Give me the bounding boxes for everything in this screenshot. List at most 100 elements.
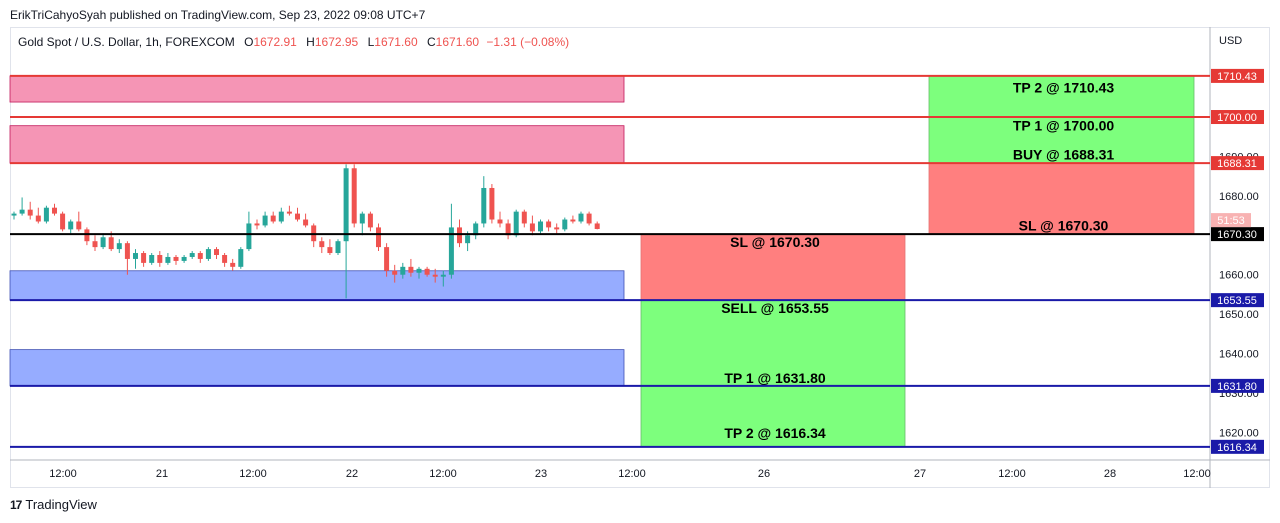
candle-body bbox=[432, 274, 438, 277]
candle-body bbox=[505, 223, 511, 236]
candle-body bbox=[327, 247, 333, 254]
candle-body bbox=[448, 227, 454, 275]
candle-body bbox=[546, 221, 552, 228]
candle-body bbox=[76, 221, 82, 230]
candle-body bbox=[376, 227, 381, 248]
level-tag-bg bbox=[1211, 110, 1264, 125]
x-tick-label: 26 bbox=[758, 468, 770, 480]
candle-body bbox=[384, 247, 390, 271]
candle-body bbox=[254, 223, 260, 226]
brand-name: TradingView bbox=[25, 497, 97, 512]
position-label: BUY @ 1688.31 bbox=[1013, 146, 1115, 162]
level-tag-label: 1710.43 bbox=[1217, 71, 1257, 83]
currency-label: USD bbox=[1219, 35, 1242, 47]
level-tag-label: 1616.34 bbox=[1217, 442, 1257, 454]
candle-body bbox=[262, 215, 268, 226]
position-label: TP 2 @ 1616.34 bbox=[724, 425, 826, 441]
candle-body bbox=[408, 266, 414, 273]
candle-body bbox=[116, 243, 122, 250]
sell-position-stop-zone bbox=[640, 233, 906, 301]
candle-body bbox=[35, 215, 41, 222]
candle-body bbox=[457, 227, 462, 244]
candle-body bbox=[189, 253, 195, 257]
candle-body bbox=[205, 249, 211, 259]
candle-body bbox=[521, 211, 527, 224]
x-tick-label: 12:00 bbox=[998, 468, 1026, 480]
candle-body bbox=[141, 253, 147, 263]
candle-body bbox=[367, 213, 373, 228]
candle-body bbox=[222, 255, 228, 263]
position-label: SL @ 1670.30 bbox=[730, 234, 820, 250]
candle-body bbox=[295, 213, 300, 220]
candle-body bbox=[84, 229, 90, 242]
x-tick-label: 27 bbox=[914, 468, 926, 480]
position-label: SL @ 1670.30 bbox=[1019, 217, 1109, 233]
low-value: 1671.60 bbox=[374, 35, 418, 49]
candle-body bbox=[473, 223, 479, 236]
candle-body bbox=[586, 213, 592, 224]
candle-body bbox=[68, 221, 74, 230]
candle-body bbox=[359, 213, 365, 224]
level-tag-label: 1631.80 bbox=[1217, 381, 1257, 393]
position-label: SELL @ 1653.55 bbox=[721, 300, 829, 316]
candle-body bbox=[343, 168, 349, 242]
candle-body bbox=[351, 168, 357, 224]
x-tick-label: 22 bbox=[346, 468, 358, 480]
candle-body bbox=[278, 211, 284, 222]
candle-body bbox=[497, 219, 503, 224]
x-tick-label: 12:00 bbox=[239, 468, 267, 480]
supply-zone-box bbox=[9, 125, 625, 164]
sell-position-target-zone bbox=[640, 299, 906, 448]
low-label: L bbox=[367, 35, 375, 49]
y-tick-label: 1620.00 bbox=[1219, 427, 1259, 439]
publish-info: ErikTriCahyoSyah published on TradingVie… bbox=[10, 8, 426, 22]
tradingview-brand[interactable]: 17 TradingView bbox=[10, 497, 97, 512]
candle-body bbox=[416, 268, 422, 273]
candle-body bbox=[100, 237, 106, 248]
close-label: C bbox=[427, 35, 436, 49]
candle-body bbox=[214, 249, 219, 255]
high-value: 1672.95 bbox=[314, 35, 359, 49]
candle-body bbox=[303, 219, 309, 226]
level-tag-bg bbox=[1211, 156, 1264, 171]
position-label: TP 2 @ 1710.43 bbox=[1013, 79, 1115, 95]
level-tag-label: 1653.55 bbox=[1217, 295, 1257, 307]
candle-body bbox=[570, 219, 576, 222]
candle-body bbox=[440, 274, 446, 277]
candle-body bbox=[165, 256, 171, 263]
level-tag-bg bbox=[1211, 439, 1264, 454]
demand-zone-box bbox=[9, 349, 625, 387]
candle-body bbox=[319, 241, 325, 248]
position-label: TP 1 @ 1631.80 bbox=[724, 370, 826, 386]
high-label: H bbox=[306, 35, 315, 49]
candle-body bbox=[11, 213, 17, 216]
candle-body bbox=[149, 255, 155, 263]
countdown-tag-bg bbox=[1211, 213, 1251, 228]
candle-body bbox=[554, 227, 560, 230]
candle-body bbox=[335, 241, 341, 254]
open-label: O bbox=[244, 35, 254, 49]
buy-position-target-zone bbox=[928, 75, 1195, 164]
candle-body bbox=[529, 223, 535, 232]
candle-body bbox=[562, 219, 568, 230]
candle-body bbox=[578, 213, 584, 222]
candle-body bbox=[27, 209, 33, 216]
level-tag-bg bbox=[1211, 227, 1264, 242]
change-value: −1.31 (−0.08%) bbox=[486, 35, 570, 49]
candle-body bbox=[481, 187, 487, 224]
level-tag-label: 1688.31 bbox=[1217, 158, 1257, 170]
candle-body bbox=[124, 243, 130, 259]
candle-body bbox=[173, 256, 179, 261]
candle-body bbox=[197, 253, 203, 259]
candle-body bbox=[286, 211, 292, 214]
y-tick-label: 1650.00 bbox=[1219, 309, 1259, 321]
candle-body bbox=[400, 266, 406, 275]
supply-zone-box bbox=[9, 75, 625, 103]
x-tick-label: 12:00 bbox=[1183, 468, 1211, 480]
candle-body bbox=[230, 262, 236, 267]
open-value: 1672.91 bbox=[253, 35, 297, 49]
symbol-name: Gold Spot / U.S. Dollar, 1h, FOREXCOM bbox=[18, 35, 235, 49]
level-tag-bg bbox=[1211, 378, 1264, 393]
y-tick-label: 1660.00 bbox=[1219, 270, 1259, 282]
